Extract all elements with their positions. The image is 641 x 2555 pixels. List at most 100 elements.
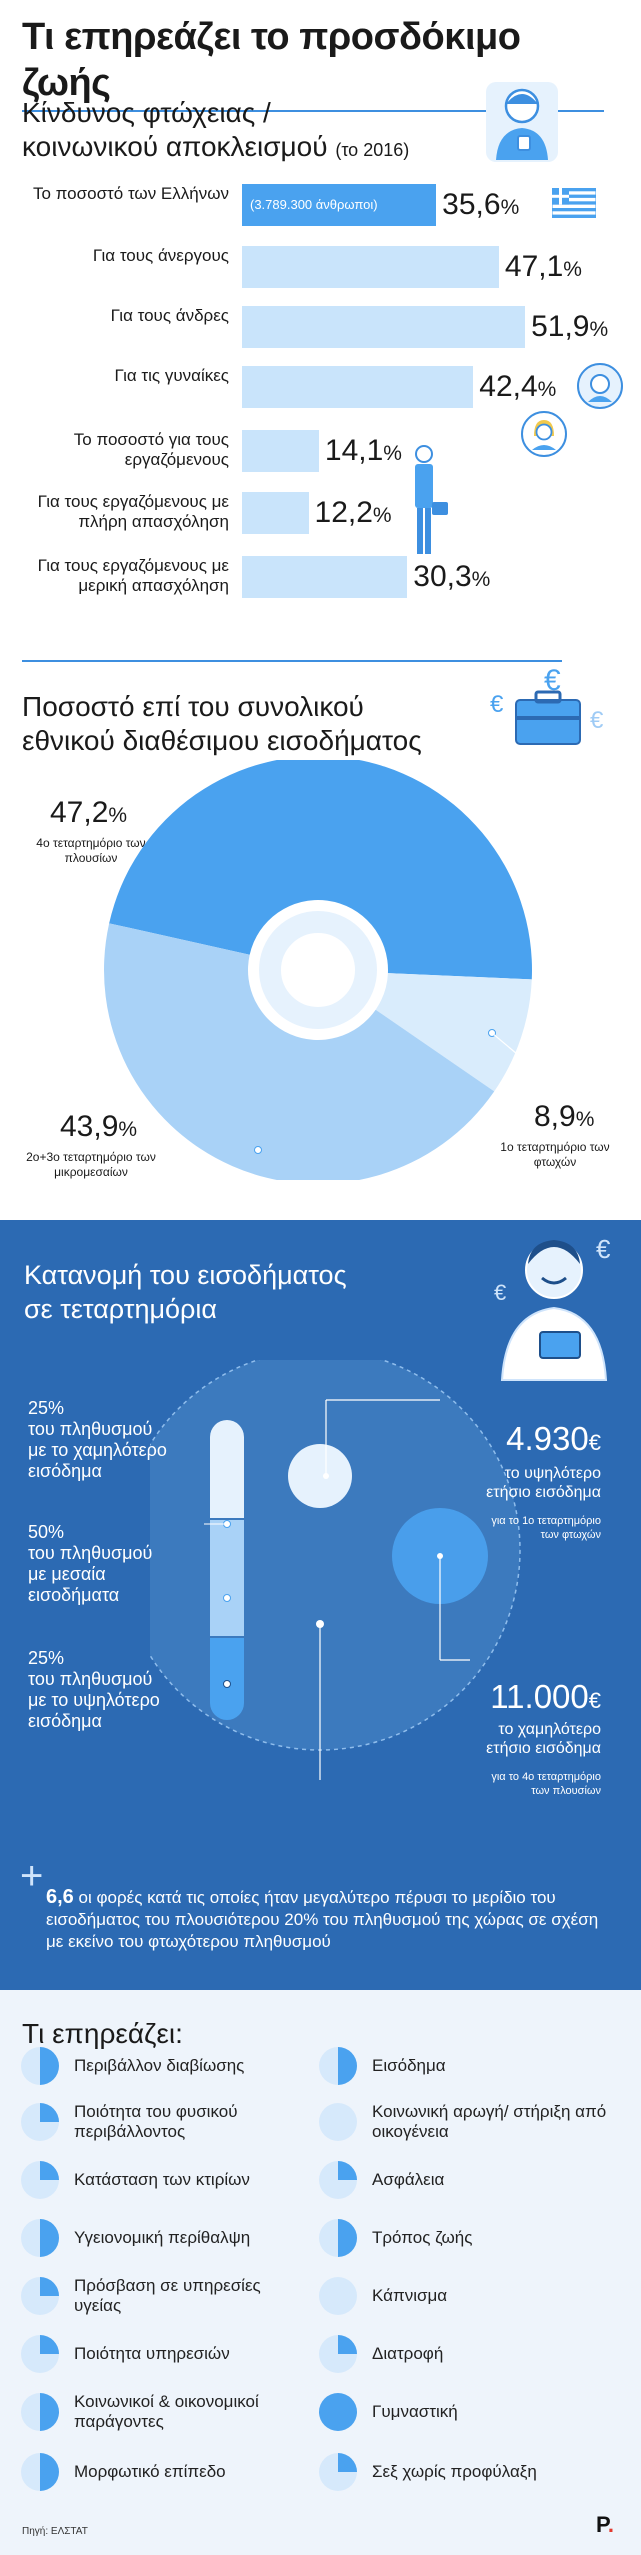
quartile-mid-l4: εισοδήματα <box>28 1585 120 1605</box>
factor-label: Τρόπος ζωής <box>372 2228 473 2247</box>
donut-slice <box>109 756 532 980</box>
bar-note: (3.789.300 άνθρωποι) <box>250 197 378 212</box>
quartile-high-l2: του πληθυσμού <box>28 1669 153 1689</box>
factor-item: Περιβάλλον διαβίωσης <box>20 2042 310 2090</box>
bar-value-number: 30,3 <box>413 560 472 593</box>
poverty-title-line2-text: κοινωνικού αποκλεισμού <box>22 131 328 162</box>
factor-item: Μορφωτικό επίπεδο <box>20 2448 310 2496</box>
donut-value-top: 47,2% <box>50 796 127 830</box>
quartile-low-l3: με το χαμηλότερο <box>28 1440 167 1460</box>
quartile-low-l4: εισόδημα <box>28 1461 102 1481</box>
factor-pie-icon <box>319 2219 357 2257</box>
low-income-tiny2: των φτωχών <box>540 1529 601 1541</box>
bar-value-number: 42,4 <box>479 370 538 403</box>
high-income-value: 11.000 <box>490 1678 589 1715</box>
euro-sign-2: € <box>490 691 504 718</box>
factor-item: Σεξ χωρίς προφύλαξη <box>318 2448 608 2496</box>
factor-label: Γυμναστική <box>372 2402 458 2421</box>
footnote-number: 6,6 <box>46 1886 74 1908</box>
low-income-sub: το υψηλότερο ετήσιο εισόδημα <box>401 1464 601 1502</box>
factor-pie-icon <box>21 2335 59 2373</box>
donut-leader-line <box>491 1032 561 1091</box>
high-income-tiny2: των πλουσίων <box>531 1785 601 1797</box>
factor-pie-icon <box>21 2453 59 2491</box>
donut-label-left: 2ο+3ο τεταρτημόριο των μικρομεσαίων <box>26 1150 156 1179</box>
high-quartile-min-income: 11.000€ <box>490 1678 601 1716</box>
factor-item: Κατάσταση των κτιρίων <box>20 2156 310 2204</box>
factor-label: Υγειονομική περίθαλψη <box>74 2228 251 2247</box>
income-share-heading: Ποσοστό επί του συνολικού εθνικού διαθέσ… <box>22 690 502 758</box>
quartile-label-mid: 50% του πληθυσμού με μεσαία εισοδήματα <box>28 1522 218 1606</box>
woman-face-icon <box>521 411 567 457</box>
donut-value-right: 8,9% <box>534 1100 594 1134</box>
brand-logo-letter: P <box>596 2512 608 2537</box>
poverty-title-line1: Κίνδυνος φτώχειας / <box>22 97 271 128</box>
factor-pie-icon <box>319 2453 357 2491</box>
income-distribution-section: Κατανομή του εισοδήματος σε τεταρτημόρια… <box>0 1220 641 1990</box>
quartile-high-l3: με το υψηλότερο <box>28 1690 160 1710</box>
quartile-mid-l3: με μεσαία <box>28 1564 106 1584</box>
donut-value-top-num: 47,2 <box>50 796 109 829</box>
source-note: Πηγή: ΕΛΣΤΑΤ <box>22 2526 88 2537</box>
euro-sign-4: € <box>596 1234 611 1264</box>
man-face-icon <box>577 363 623 409</box>
factor-pie-icon <box>21 2393 59 2431</box>
bar-label: Για τους άνδρες <box>110 306 229 325</box>
distribution-title-line2: σε τεταρτημόρια <box>24 1294 217 1324</box>
bar-label: Για τις γυναίκες <box>114 366 229 385</box>
bar-value-number: 51,9 <box>531 310 590 343</box>
bar-label: Για τους εργαζόμενους με πλήρη απασχόλησ… <box>37 492 229 531</box>
bar-value: 35,6% <box>442 188 519 222</box>
bar-value-pct: % <box>537 378 557 401</box>
bar-label: Για τους άνεργους <box>92 246 229 265</box>
low-income-sub2: ετήσιο εισόδημα <box>486 1484 601 1501</box>
factor-pie-icon <box>319 2335 357 2373</box>
factor-pie-icon <box>21 2047 59 2085</box>
factor-pie-icon <box>319 2277 357 2315</box>
high-income-currency: € <box>588 1688 601 1713</box>
low-income-value: 4.930 <box>506 1420 589 1457</box>
low-income-currency: € <box>588 1430 601 1455</box>
factor-label: Πρόσβαση σε υπηρεσίες υγείας <box>74 2276 261 2315</box>
income-share-title-line2: εθνικού διαθέσιμου εισοδήματος <box>22 725 422 756</box>
bar <box>242 556 408 598</box>
donut-slice <box>375 973 532 1092</box>
donut-value-top-pct: % <box>108 804 128 827</box>
factor-item: Πρόσβαση σε υπηρεσίες υγείας <box>20 2272 310 2320</box>
factor-item: Υγειονομική περίθαλψη <box>20 2214 310 2262</box>
bar-value-pct: % <box>383 442 402 465</box>
quartile-label-high: 25% του πληθυσμού με το υψηλότερο εισόδη… <box>28 1648 218 1732</box>
brand-logo: P. <box>596 2512 614 2538</box>
income-share-title-line1: Ποσοστό επί του συνολικού <box>22 691 364 722</box>
bar-label: Το ποσοστό για τους εργαζόμενους <box>73 430 229 469</box>
bar-value: 42,4% <box>479 370 556 404</box>
low-income-tiny: για το 1ο τεταρτημόριο των φτωχών <box>401 1514 601 1542</box>
plus-icon: + <box>20 1854 44 1898</box>
factor-item: Γυμναστική <box>318 2388 608 2436</box>
bar-value: 14,1% <box>325 434 402 468</box>
factor-label: Κατάσταση των κτιρίων <box>74 2170 250 2189</box>
bar-value: 47,1% <box>505 250 582 284</box>
donut-label-top: 4ο τεταρτημόριο των πλουσίων <box>36 836 146 865</box>
bar <box>242 430 319 472</box>
donut-pointer-dot <box>254 1146 262 1154</box>
bar-label: Για τους εργαζόμενους με μερική απασχόλη… <box>37 556 229 595</box>
factor-item: Ποιότητα του φυσικού περιβάλλοντος <box>20 2098 310 2146</box>
poverty-heading: Κίνδυνος φτώχειας / κοινωνικού αποκλεισμ… <box>22 96 492 167</box>
bar-value: 30,3% <box>413 560 490 594</box>
bar <box>242 306 526 348</box>
greek-flag-icon <box>552 188 596 218</box>
bar-value-pct: % <box>471 568 491 591</box>
factor-item: Κοινωνική αρωγή/ στήριξη από οικογένεια <box>318 2098 608 2146</box>
high-income-sub1: το χαμηλότερο <box>498 1721 601 1738</box>
donut-value-right-num: 8,9 <box>534 1100 576 1133</box>
high-income-sub2: ετήσιο εισόδημα <box>486 1740 601 1757</box>
low-income-tiny1: για το 1ο τεταρτημόριο <box>491 1515 601 1527</box>
low-income-sub1: το υψηλότερο <box>504 1465 601 1482</box>
factors-section: Τι επηρεάζει: Περιβάλλον διαβίωσης Ποιότη… <box>0 1990 641 2555</box>
factor-label: Κοινωνικοί & οικονομικοί παράγοντες <box>74 2392 259 2431</box>
factor-pie-icon <box>319 2393 357 2431</box>
distribution-title-line1: Κατανομή του εισοδήματος <box>24 1260 347 1290</box>
quartile-label-low: 25% του πληθυσμού με το χαμηλότερο εισόδ… <box>28 1398 218 1482</box>
low-quartile-max-income: 4.930€ <box>506 1420 601 1458</box>
